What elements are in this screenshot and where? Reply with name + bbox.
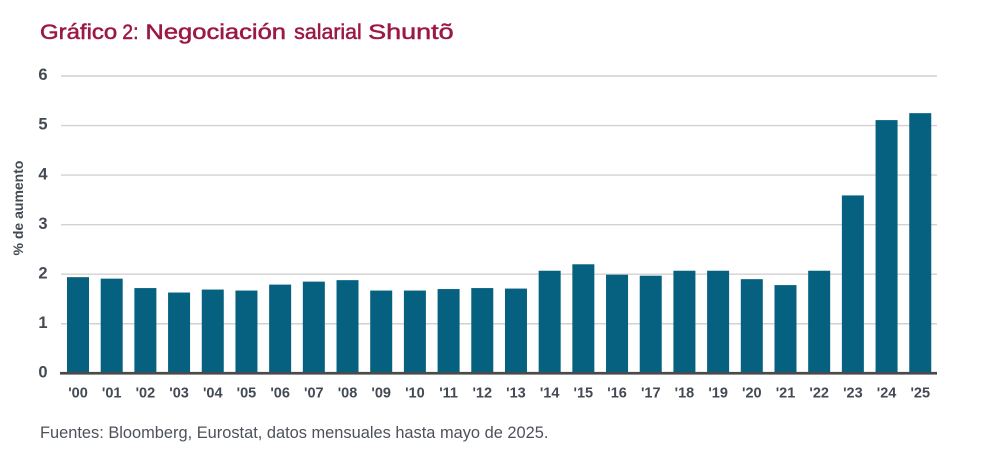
svg-text:'14: '14 xyxy=(540,386,560,402)
svg-text:'20: '20 xyxy=(742,386,762,402)
svg-text:'19: '19 xyxy=(708,386,728,402)
svg-text:'25: '25 xyxy=(910,386,930,402)
svg-text:3: 3 xyxy=(38,215,47,233)
svg-text:1: 1 xyxy=(38,314,47,332)
svg-text:'11: '11 xyxy=(439,386,458,402)
svg-text:Fuentes: Bloomberg, Eurostat,: Fuentes: Bloomberg, Eurostat, datos mens… xyxy=(40,424,548,442)
svg-text:'09: '09 xyxy=(371,386,391,402)
svg-text:% de aumento: % de aumento xyxy=(10,161,26,256)
svg-text:'04: '04 xyxy=(203,386,223,402)
svg-text:'24: '24 xyxy=(877,386,897,402)
svg-text:'10: '10 xyxy=(405,386,425,402)
svg-text:'02: '02 xyxy=(136,386,156,402)
svg-text:'03: '03 xyxy=(169,386,189,402)
svg-text:'15: '15 xyxy=(574,386,594,402)
svg-text:6: 6 xyxy=(38,66,47,84)
svg-text:5: 5 xyxy=(38,116,47,134)
svg-text:0: 0 xyxy=(38,363,47,381)
svg-text:'22: '22 xyxy=(809,386,829,402)
svg-text:4: 4 xyxy=(38,165,48,183)
svg-text:'18: '18 xyxy=(675,386,695,402)
svg-text:'08: '08 xyxy=(338,386,358,402)
svg-text:'12: '12 xyxy=(472,386,492,402)
svg-text:'05: '05 xyxy=(237,386,257,402)
svg-text:'00: '00 xyxy=(68,386,88,402)
svg-text:'01: '01 xyxy=(102,386,122,402)
svg-text:'07: '07 xyxy=(304,386,324,402)
svg-text:'17: '17 xyxy=(641,386,661,402)
svg-text:2: 2 xyxy=(38,264,47,282)
svg-text:'06: '06 xyxy=(270,386,290,402)
svg-text:'16: '16 xyxy=(607,386,627,402)
svg-text:'23: '23 xyxy=(843,386,863,402)
svg-text:'21: '21 xyxy=(776,386,796,402)
svg-text:'13: '13 xyxy=(506,386,526,402)
